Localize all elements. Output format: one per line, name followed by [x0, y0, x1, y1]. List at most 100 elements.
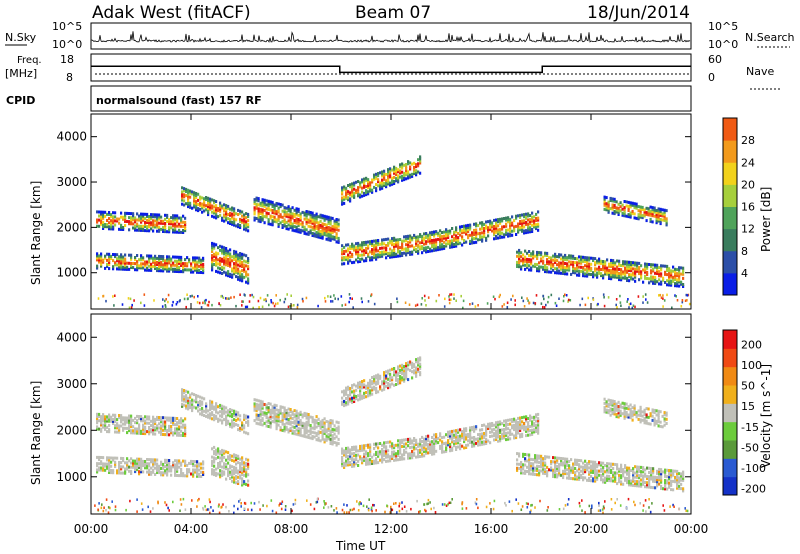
heatmap-cell — [646, 273, 649, 276]
heatmap-cell — [136, 466, 139, 469]
heatmap-cell — [664, 272, 667, 276]
heatmap-cell — [590, 266, 593, 270]
heatmap-cell — [497, 220, 500, 224]
heatmap-cell — [191, 400, 194, 404]
heatmap-cell — [106, 458, 109, 462]
heatmap-cell — [682, 266, 685, 270]
heatmap-cell — [265, 211, 268, 215]
heatmap-cell — [164, 465, 167, 469]
heatmap-cell — [196, 262, 199, 266]
heatmap-cell — [329, 216, 332, 220]
heatmap-cell — [393, 169, 396, 173]
heatmap-cell — [315, 419, 318, 423]
heatmap-cell — [423, 437, 426, 441]
heatmap-cell — [243, 463, 246, 467]
heatmap-cell — [257, 407, 260, 411]
heatmap-cell — [158, 229, 161, 233]
heatmap-cell — [241, 254, 244, 258]
heatmap-cell — [465, 433, 468, 437]
heatmap-cell — [682, 283, 685, 286]
heatmap-cell — [397, 240, 400, 244]
heatmap-cell — [423, 248, 426, 252]
heatmap-cell — [223, 219, 226, 223]
heatmap-cell — [493, 434, 496, 438]
heatmap-cell — [369, 447, 372, 451]
heatmap-cell — [433, 244, 436, 248]
heatmap-cell — [96, 256, 99, 260]
heatmap-cell — [172, 220, 175, 224]
heatmap-cell — [124, 267, 127, 271]
heatmap-cell — [299, 433, 302, 437]
heatmap-cell — [523, 229, 526, 233]
heatmap-cell — [140, 220, 143, 224]
heatmap-cell — [377, 249, 380, 253]
heatmap-cell — [164, 420, 167, 424]
heatmap-cell — [166, 259, 169, 263]
heatmap-cell — [194, 470, 197, 474]
heatmap-cell — [140, 228, 143, 232]
heatmap-cell — [219, 473, 222, 477]
heatmap-cell — [624, 270, 627, 274]
heatmap-cell — [273, 205, 276, 209]
heatmap-cell — [291, 226, 294, 230]
heatmap-cell — [491, 430, 494, 434]
heatmap-cell — [199, 401, 202, 405]
heatmap-cell — [527, 299, 529, 302]
heatmap-cell — [192, 266, 195, 270]
heatmap-cell — [363, 191, 366, 195]
heatmap-cell — [451, 436, 454, 440]
heatmap-cell — [608, 262, 611, 266]
heatmap-cell — [321, 232, 324, 236]
heatmap-cell — [120, 467, 123, 471]
heatmap-cell — [640, 270, 643, 274]
heatmap-cell — [275, 294, 277, 297]
heatmap-cell — [176, 423, 179, 427]
heatmap-cell — [570, 254, 573, 258]
heatmap-cell — [375, 187, 378, 191]
heatmap-cell — [409, 454, 412, 458]
heatmap-cell — [239, 209, 242, 213]
heatmap-cell — [321, 423, 324, 427]
heatmap-cell — [136, 457, 139, 461]
heatmap-cell — [229, 456, 232, 459]
heatmap-cell — [225, 247, 228, 250]
heatmap-cell — [299, 419, 302, 423]
heatmap-cell — [245, 280, 248, 284]
heatmap-cell — [186, 293, 188, 296]
heatmap-cell — [138, 214, 141, 218]
heatmap-cell — [239, 414, 242, 418]
heatmap-cell — [419, 444, 422, 448]
heatmap-cell — [451, 434, 454, 438]
heatmap-cell — [365, 176, 368, 180]
heatmap-cell — [225, 261, 228, 265]
heatmap-cell — [146, 254, 149, 258]
heatmap-cell — [626, 300, 628, 303]
heatmap-cell — [124, 471, 127, 475]
heatmap-cell — [635, 206, 638, 210]
heatmap-cell — [192, 464, 195, 468]
heatmap-cell — [417, 164, 420, 168]
heatmap-cell — [152, 430, 155, 434]
heatmap-cell — [185, 400, 188, 404]
heatmap-cell — [401, 164, 404, 168]
heatmap-cell — [198, 462, 201, 466]
heatmap-cell — [227, 411, 230, 415]
heatmap-cell — [172, 263, 175, 267]
heatmap-cell — [305, 427, 308, 431]
heatmap-cell — [196, 470, 199, 474]
heatmap-cell — [624, 266, 627, 270]
heatmap-cell — [209, 399, 212, 403]
heatmap-cell — [495, 222, 498, 226]
heatmap-cell — [183, 199, 186, 203]
heatmap-cell — [121, 303, 124, 306]
heatmap-cell — [132, 459, 135, 463]
heatmap-cell — [122, 261, 125, 265]
heatmap-cell — [347, 257, 350, 261]
heatmap-cell — [471, 233, 474, 237]
heatmap-cell — [351, 244, 354, 248]
heatmap-cell — [351, 446, 354, 449]
heatmap-cell — [351, 255, 354, 258]
heatmap-cell — [213, 201, 216, 205]
heatmap-cell — [309, 436, 312, 440]
heatmap-cell — [515, 224, 518, 228]
